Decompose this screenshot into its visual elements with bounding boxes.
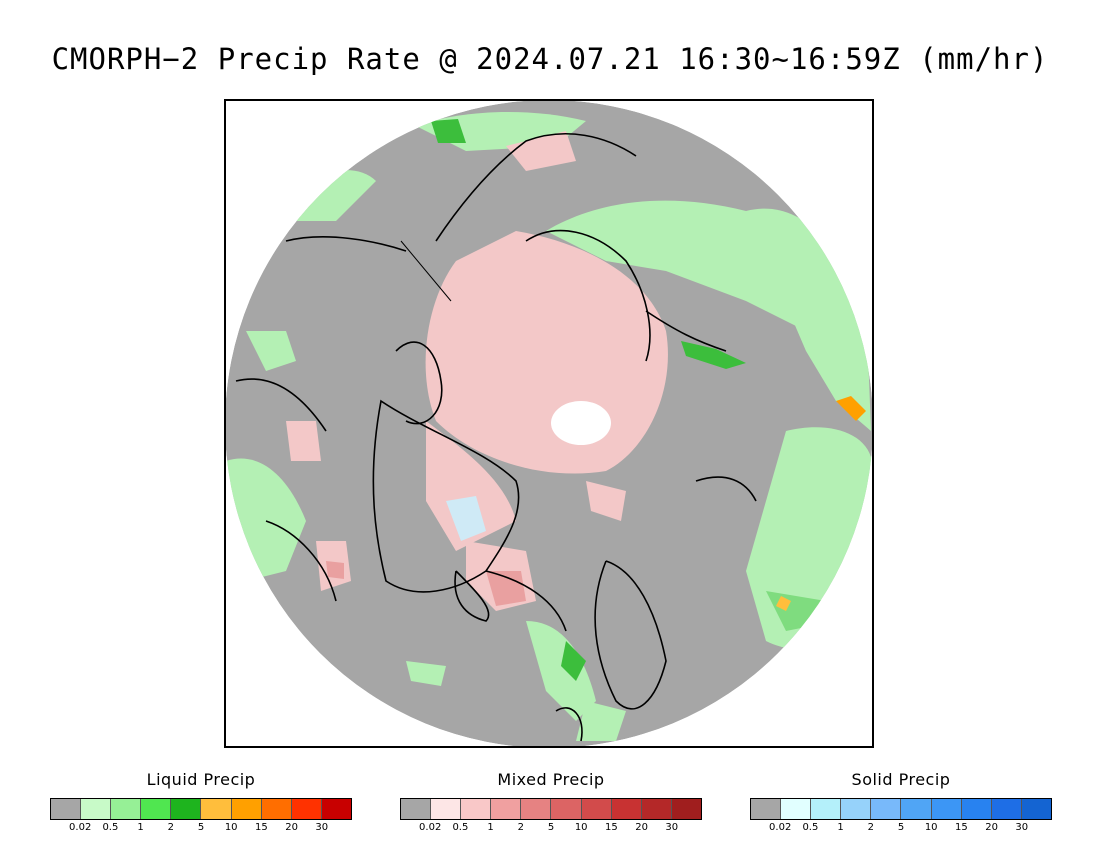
legend-solid-ticks: 0.02 0.5 1 2 5 10 15 20 30 [750,822,1052,838]
liquid-swatch [291,799,322,819]
solid-swatch [751,799,782,819]
tick-label: 15 [605,822,618,833]
liquid-swatch [231,799,262,819]
legend-liquid: Liquid Precip 0.02 0.5 1 2 5 10 15 20 30 [50,770,352,838]
tick-label: 5 [547,822,555,833]
liquid-swatch [321,799,351,819]
legend-solid: Solid Precip 0.02 0.5 1 2 5 10 15 20 30 [750,770,1052,838]
mixed-swatch [461,799,492,819]
legend-liquid-colorbar [50,798,352,820]
tick-label: 15 [255,822,268,833]
mixed-swatch [521,799,552,819]
tick-label: 15 [955,822,968,833]
tick-label: 5 [197,822,205,833]
tick-label: 0.5 [452,822,469,833]
liquid-swatch [141,799,172,819]
tick-label: 0.5 [802,822,819,833]
tick-label: 0.5 [102,822,119,833]
tick-label: 0.02 [769,822,792,833]
tick-label: 0.02 [69,822,92,833]
tick-label: 1 [487,822,494,833]
tick-label: 1 [837,822,844,833]
legend-liquid-ticks: 0.02 0.5 1 2 5 10 15 20 30 [50,822,352,838]
tick-label: 20 [985,822,998,833]
precip-map[interactable] [224,99,874,748]
mixed-swatch [551,799,582,819]
tick-label: 2 [867,822,874,833]
tick-label: 0.02 [419,822,442,833]
tick-label: 10 [924,822,938,833]
solid-swatch [841,799,872,819]
mixed-swatch [431,799,462,819]
mixed-swatch [401,799,432,819]
tick-label: 1 [137,822,144,833]
mixed-swatch [671,799,701,819]
solid-swatch [931,799,962,819]
legend-solid-colorbar [750,798,1052,820]
solid-precip-areas [446,496,486,541]
polar-map-svg [226,101,872,746]
legend-mixed-title: Mixed Precip [497,770,605,789]
tick-label: 30 [315,822,329,833]
no-data-region [551,401,611,445]
liquid-swatch [261,799,292,819]
tick-label: 20 [635,822,648,833]
liquid-swatch [51,799,82,819]
tick-label: 2 [167,822,174,833]
solid-swatch [811,799,842,819]
legend-solid-title: Solid Precip [851,770,951,789]
solid-swatch [991,799,1022,819]
tick-label: 2 [517,822,524,833]
coastlines [235,133,757,742]
mixed-swatch [491,799,522,819]
tick-label: 30 [665,822,679,833]
solid-swatch [781,799,812,819]
tick-label: 10 [224,822,238,833]
legend-mixed-colorbar [400,798,702,820]
tick-label: 30 [1015,822,1029,833]
mixed-swatch [581,799,612,819]
solid-swatch [901,799,932,819]
dateline [400,240,452,302]
legend-mixed-ticks: 0.02 0.5 1 2 5 10 15 20 30 [400,822,702,838]
legend-mixed: Mixed Precip 0.02 0.5 1 2 5 10 15 20 30 [400,770,702,838]
solid-swatch [961,799,992,819]
solid-swatch [1021,799,1051,819]
legend-liquid-title: Liquid Precip [146,770,256,789]
liquid-swatch [201,799,232,819]
liquid-swatch [111,799,142,819]
liquid-swatch [81,799,112,819]
chart-title: CMORPH−2 Precip Rate @ 2024.07.21 16:30~… [51,42,1049,76]
solid-swatch [871,799,902,819]
tick-label: 5 [897,822,905,833]
mixed-swatch [641,799,672,819]
tick-label: 10 [574,822,588,833]
liquid-swatch [171,799,202,819]
tick-label: 20 [285,822,298,833]
mixed-swatch [611,799,642,819]
